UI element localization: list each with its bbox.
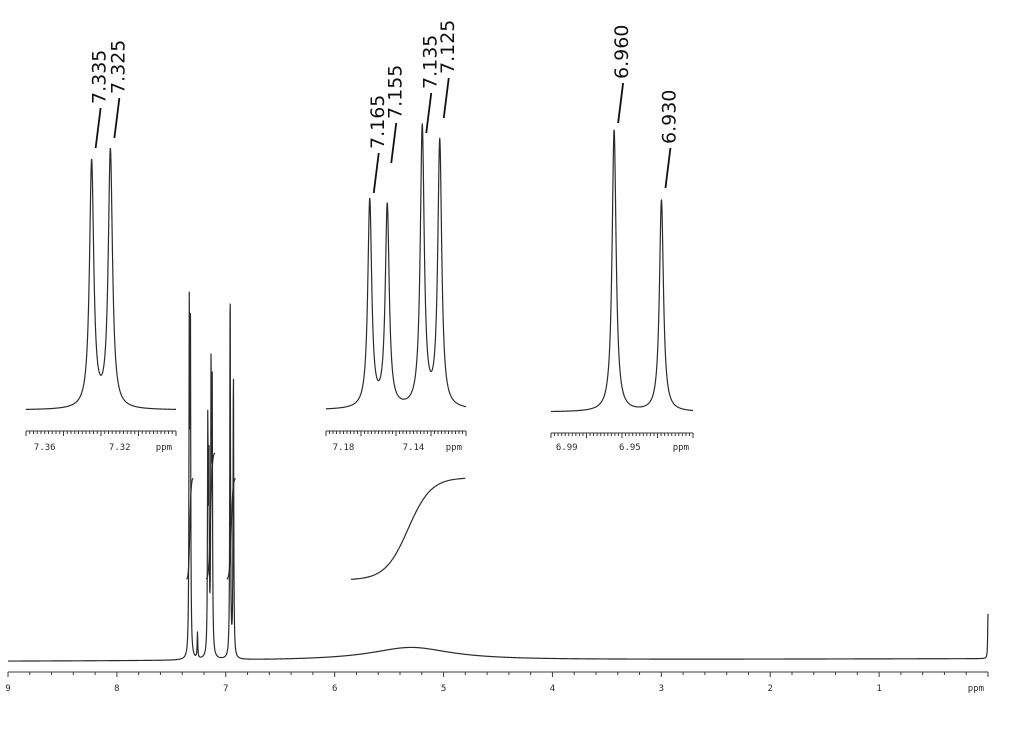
integral-curve bbox=[205, 452, 216, 580]
peak-leader-line bbox=[94, 107, 102, 149]
peak-leader-line bbox=[113, 97, 121, 139]
peak-leader-line bbox=[425, 92, 433, 134]
peak-label: 6.930 bbox=[658, 90, 680, 144]
main-tick-label: 2 bbox=[768, 684, 773, 694]
inset-panel: 6.99 6.95 ppm 6.960 6.930 bbox=[550, 25, 694, 453]
peak-leader-line bbox=[372, 152, 380, 194]
inset-trace bbox=[550, 129, 694, 413]
peak-leader-line bbox=[664, 147, 672, 189]
main-tick-label: 6 bbox=[332, 684, 337, 694]
peak-label: 7.325 bbox=[107, 40, 129, 94]
integral-curve bbox=[226, 477, 236, 580]
integral-curve bbox=[350, 477, 466, 580]
main-axis-unit: ppm bbox=[968, 684, 984, 694]
peak-label: 7.125 bbox=[437, 20, 459, 74]
integral-curve bbox=[186, 477, 194, 580]
inset-tick-label: 7.18 bbox=[333, 443, 355, 453]
inset-axis-unit: ppm bbox=[156, 443, 172, 453]
inset-axis-unit: ppm bbox=[446, 443, 462, 453]
inset-tick-label: 7.36 bbox=[34, 443, 56, 453]
main-tick-label: 7 bbox=[223, 684, 228, 694]
main-spectrum: 9 8 7 6 5 4 3 2 1 ppm bbox=[5, 291, 989, 694]
main-tick-label: 9 bbox=[5, 684, 10, 694]
inset-trace bbox=[25, 147, 177, 410]
peak-leader-line bbox=[442, 77, 450, 119]
main-spectrum-trace bbox=[7, 291, 989, 662]
inset-trace bbox=[325, 123, 467, 410]
peak-label: 7.135 bbox=[419, 35, 441, 89]
peak-label: 7.335 bbox=[89, 50, 111, 104]
peak-leader-line bbox=[390, 122, 398, 164]
main-tick-label: 3 bbox=[659, 684, 664, 694]
main-tick-label: 1 bbox=[876, 684, 881, 694]
peak-label: 7.155 bbox=[384, 65, 406, 119]
inset-tick-label: 6.95 bbox=[619, 443, 641, 453]
peak-label: 7.165 bbox=[367, 95, 389, 149]
main-tick-label: 8 bbox=[114, 684, 119, 694]
inset-tick-label: 7.32 bbox=[109, 443, 131, 453]
inset-tick-label: 6.99 bbox=[556, 443, 578, 453]
inset-tick-label: 7.14 bbox=[403, 443, 425, 453]
peak-label: 6.960 bbox=[611, 25, 633, 79]
main-tick-label: 4 bbox=[550, 684, 555, 694]
main-tick-label: 5 bbox=[441, 684, 446, 694]
peak-leader-line bbox=[617, 82, 625, 124]
inset-axis-unit: ppm bbox=[673, 443, 689, 453]
